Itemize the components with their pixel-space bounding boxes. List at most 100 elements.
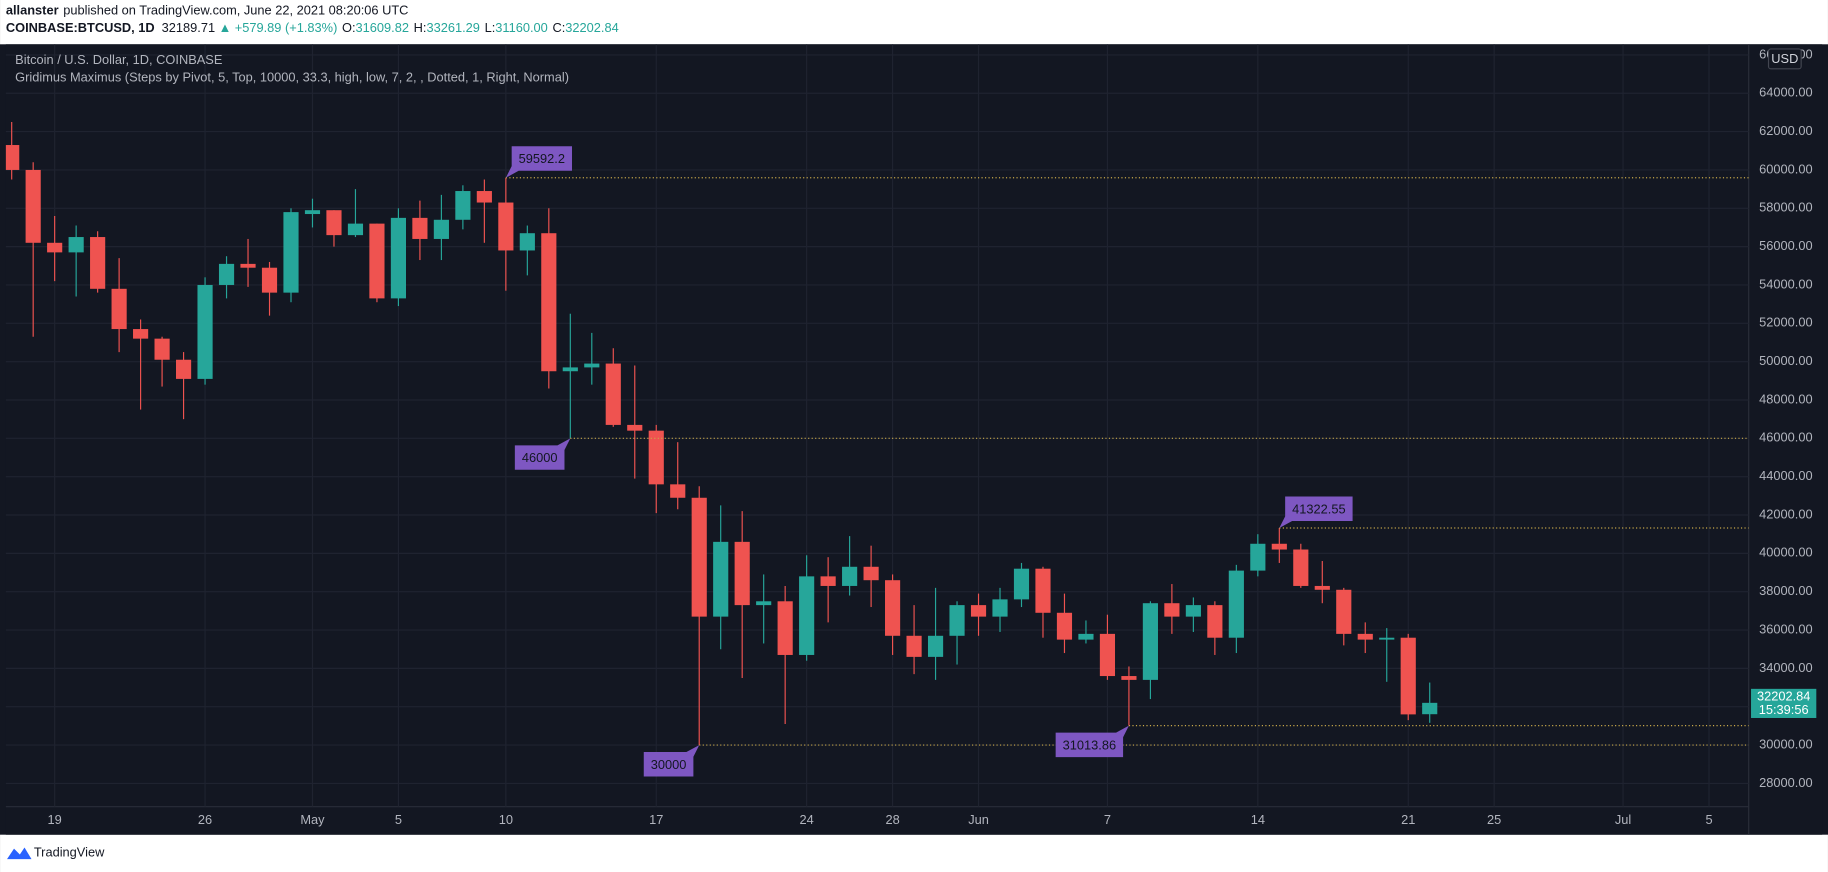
candle-body: [498, 202, 514, 251]
symbol: COINBASE:BTCUSD, 1D: [6, 21, 155, 36]
candle-body: [240, 263, 256, 268]
candle-body: [455, 191, 471, 220]
logo-icon: [7, 847, 32, 860]
pivot-callout: [1279, 496, 1353, 529]
candle-body: [1035, 568, 1051, 613]
ohlc-value: 33261.29: [426, 21, 479, 36]
pivot-label: 30000: [651, 757, 687, 772]
candle-body: [390, 217, 407, 299]
candle-body: [1271, 543, 1287, 550]
x-tick-label: 5: [395, 812, 402, 827]
candle-body: [369, 223, 385, 299]
candle-body: [25, 169, 41, 243]
y-tick-label: 34000.00: [1759, 660, 1812, 675]
y-tick-label: 30000.00: [1759, 736, 1812, 751]
x-tick-label: May: [300, 812, 325, 827]
candle-body: [1164, 603, 1180, 617]
candle-body: [412, 217, 428, 239]
candle-body: [1185, 605, 1201, 617]
published: published on TradingView.com, June 22, 2…: [63, 3, 408, 18]
candle-body: [842, 566, 858, 586]
candle-body: [820, 576, 836, 586]
y-tick-label: 58000.00: [1759, 200, 1812, 215]
candle-body: [906, 635, 922, 657]
x-tick-label: 14: [1251, 812, 1265, 827]
candle-body: [304, 210, 321, 215]
chart-frame: [5, 44, 1823, 835]
x-tick-label: Jun: [968, 812, 989, 827]
candle-body: [584, 363, 600, 368]
plot: [5, 122, 1749, 746]
candle-body: [1013, 568, 1030, 600]
pivot-label: 31013.86: [1063, 737, 1116, 752]
grid: [5, 44, 1749, 807]
overlay: 28000.0030000.0032000.0034000.0036000.00…: [48, 46, 1817, 827]
ohlc-key: O:: [342, 21, 356, 36]
currency-badge[interactable]: [1767, 48, 1802, 70]
candle-body: [541, 233, 557, 372]
y-tick-label: 36000.00: [1759, 621, 1812, 636]
candle-body: [1056, 612, 1073, 640]
candle-body: [1379, 637, 1395, 640]
indicator-label: Gridimus Maximus (Steps by Pivot, 5, Top…: [15, 69, 569, 84]
candle-body: [1207, 605, 1223, 638]
header-bar: [0, 0, 1828, 45]
candle-body: [756, 601, 772, 606]
candle-body: [5, 145, 20, 170]
y-tick-label: 50000.00: [1759, 353, 1812, 368]
pivot-callout: [643, 745, 700, 777]
candle-body: [627, 424, 643, 431]
x-tick-label: 21: [1401, 812, 1415, 827]
candle-body: [133, 329, 149, 339]
candle-body: [197, 284, 213, 379]
ohlc-key: L:: [485, 21, 496, 36]
candle-body: [927, 635, 944, 657]
pivot-callout: [1055, 725, 1129, 758]
candle-body: [154, 338, 170, 360]
candle-body: [175, 359, 192, 379]
x-tick-label: 28: [885, 812, 899, 827]
price-badge-countdown: 15:39:56: [1759, 702, 1809, 717]
x-tick-label: 5: [1705, 812, 1712, 827]
candle-body: [777, 601, 793, 655]
candle-body: [605, 363, 621, 425]
candle-body: [970, 605, 987, 617]
header-line: allanster published on TradingView.com, J…: [6, 3, 409, 18]
currency: USD: [1771, 51, 1798, 66]
candle-body: [1142, 603, 1158, 680]
candle-body: [1121, 676, 1137, 680]
candle-body: [949, 605, 965, 636]
y-tick-label: 42000.00: [1759, 506, 1812, 521]
x-tick-label: Jul: [1615, 812, 1631, 827]
candle-body: [1400, 637, 1416, 715]
candle-body: [347, 223, 364, 236]
y-tick-label: 40000.00: [1759, 545, 1812, 560]
price-badge-price: 32202.84: [1757, 688, 1810, 703]
ohlc-value: 32202.84: [565, 21, 618, 36]
candle-body: [885, 580, 901, 636]
ohlc-key: C:: [552, 21, 565, 36]
candle-body: [519, 233, 535, 251]
x-tick-label: 25: [1487, 812, 1501, 827]
candle-body: [1099, 633, 1116, 677]
candle-body: [1422, 702, 1438, 715]
candle-body: [111, 288, 127, 330]
price-badge: [1751, 688, 1817, 718]
candle-body: [68, 237, 84, 253]
pivot-callout: [514, 438, 571, 470]
candle-body: [47, 242, 63, 253]
candle-body: [992, 599, 1008, 617]
x-tick-label: 10: [499, 812, 513, 827]
candle-body: [1250, 543, 1266, 571]
y-tick-label: 38000.00: [1759, 583, 1812, 598]
y-tick-label: 56000.00: [1759, 238, 1812, 253]
pivot-label: 46000: [522, 450, 558, 465]
author: allanster: [6, 3, 59, 18]
candle-body: [90, 237, 106, 289]
candle-body: [326, 210, 342, 236]
y-tick-label: 48000.00: [1759, 391, 1812, 406]
candle-body: [283, 212, 299, 293]
change-arrow: ▲: [219, 21, 232, 36]
